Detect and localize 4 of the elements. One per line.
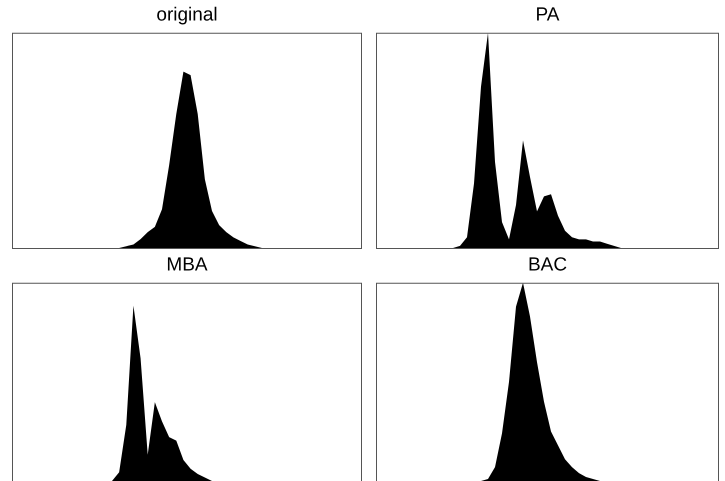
chart-title: MBA (166, 254, 208, 276)
chart-title: original (156, 4, 218, 26)
chart-title: PA (536, 4, 560, 26)
chart-title: BAC (528, 254, 568, 276)
